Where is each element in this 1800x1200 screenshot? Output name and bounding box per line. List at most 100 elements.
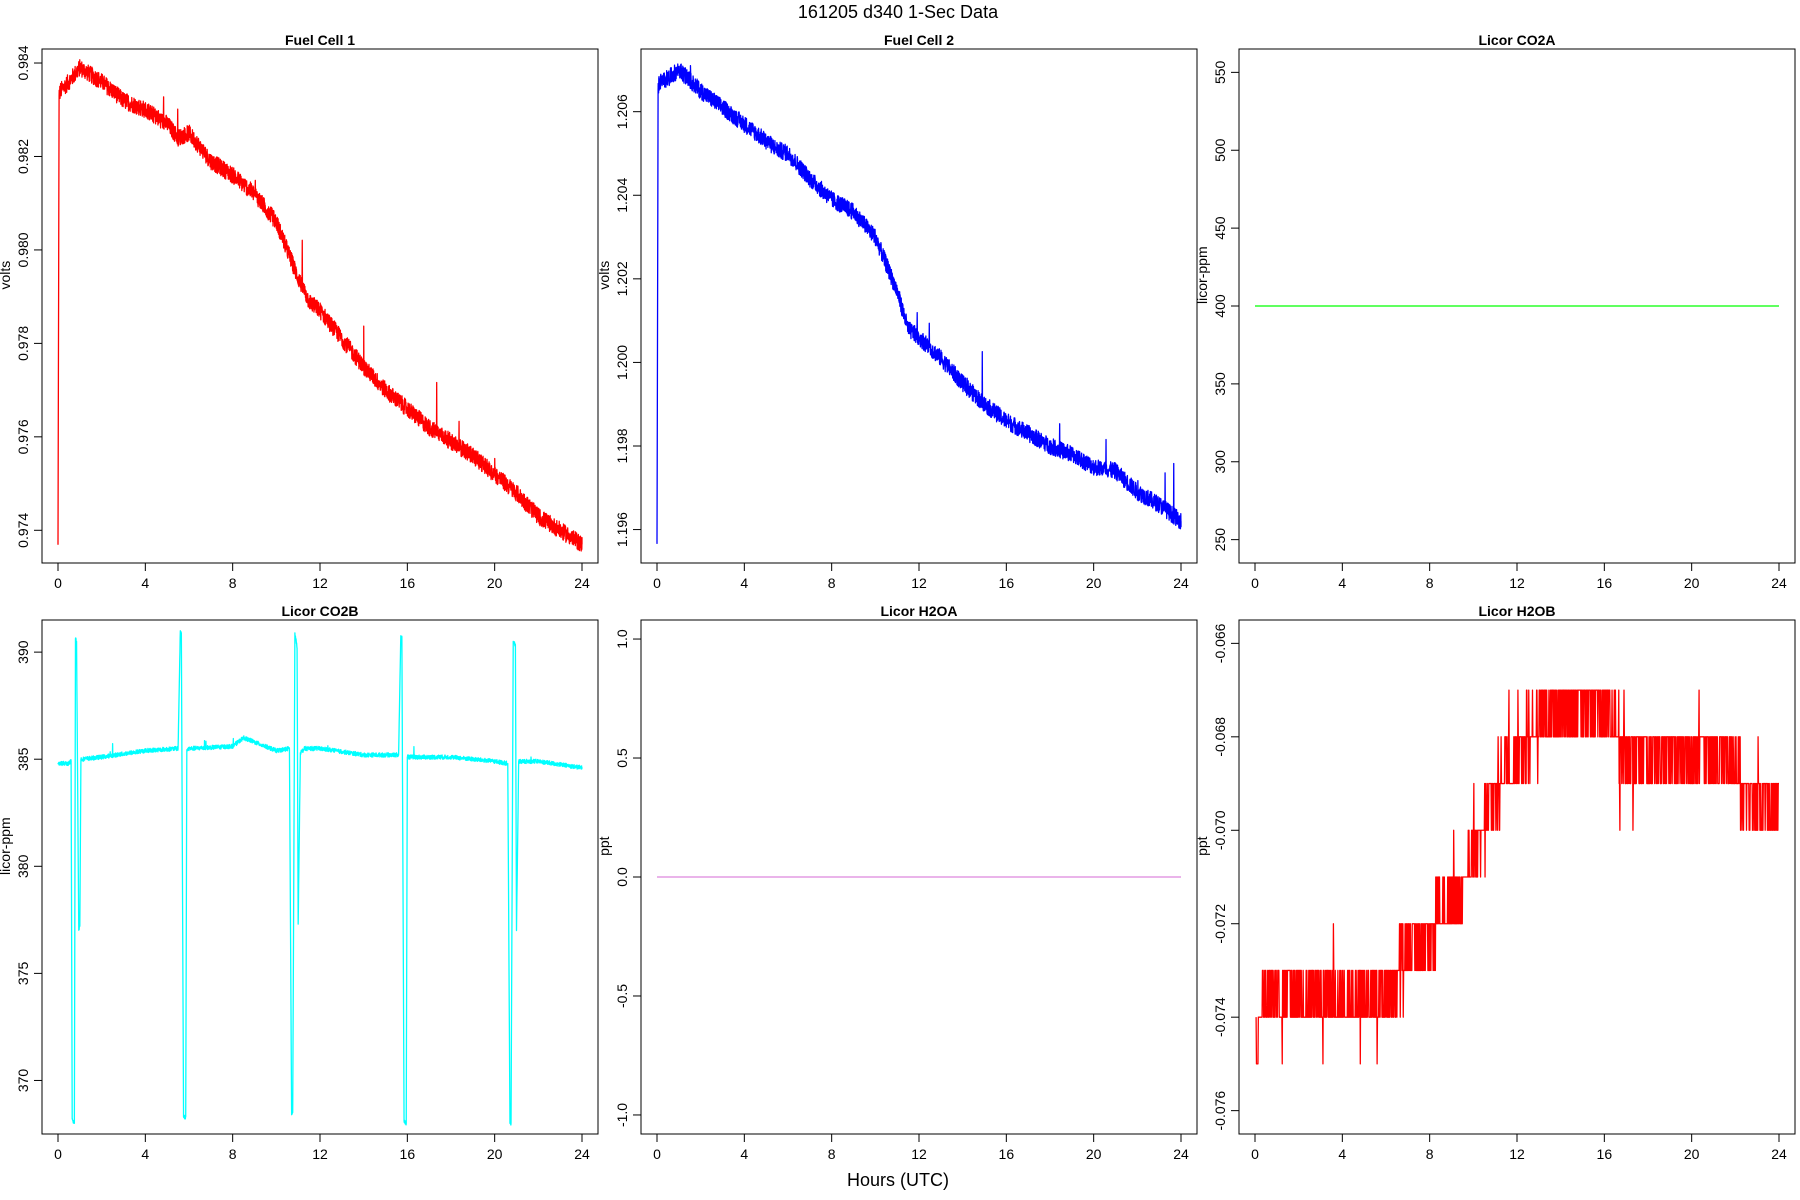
y-tick-label: 250 bbox=[1212, 528, 1228, 552]
x-tick-label: 4 bbox=[141, 575, 149, 591]
panel-title: Fuel Cell 2 bbox=[884, 32, 954, 48]
x-tick-label: 16 bbox=[400, 575, 416, 591]
y-tick-label: 375 bbox=[15, 961, 31, 985]
y-tick-label: 1.200 bbox=[614, 345, 630, 380]
y-tick-label: 450 bbox=[1212, 216, 1228, 240]
x-tick-label: 0 bbox=[1251, 1146, 1259, 1162]
y-tick-label: 0.978 bbox=[15, 326, 31, 361]
x-tick-label: 0 bbox=[653, 575, 661, 591]
x-tick-label: 24 bbox=[574, 575, 590, 591]
y-tick-label: 1.198 bbox=[614, 428, 630, 463]
panel-title: Licor H2OA bbox=[880, 603, 957, 619]
x-tick-label: 24 bbox=[1771, 575, 1787, 591]
y-tick-label: 390 bbox=[15, 640, 31, 664]
y-tick-label: 0.980 bbox=[15, 232, 31, 267]
x-tick-label: 20 bbox=[1684, 1146, 1700, 1162]
y-tick-label: 0.5 bbox=[614, 748, 630, 768]
x-tick-label: 8 bbox=[1426, 575, 1434, 591]
y-axis-label: licor-ppm bbox=[1194, 246, 1210, 304]
series-line bbox=[57, 630, 583, 1126]
y-tick-label: 350 bbox=[1212, 372, 1228, 396]
x-tick-label: 24 bbox=[1173, 1146, 1189, 1162]
x-tick-label: 20 bbox=[1086, 1146, 1102, 1162]
x-tick-label: 4 bbox=[141, 1146, 149, 1162]
y-tick-label: -0.068 bbox=[1212, 717, 1228, 757]
panel-3: Licor CO2A 0 4 8 12 16 20 24 250 300 350 400 450 500 5… bbox=[1194, 32, 1796, 591]
x-tick-label: 16 bbox=[1597, 1146, 1613, 1162]
figure-title: 161205 d340 1-Sec Data bbox=[798, 2, 999, 22]
x-tick-label: 8 bbox=[828, 1146, 836, 1162]
y-tick-label: 0.974 bbox=[15, 513, 31, 548]
y-tick-label: 1.204 bbox=[614, 178, 630, 213]
x-tick-label: 0 bbox=[1251, 575, 1259, 591]
x-tick-label: 12 bbox=[312, 1146, 328, 1162]
panel-2: Fuel Cell 2 0 4 8 12 16 20 24 1.196 1.198 1.200 1.2… bbox=[596, 32, 1198, 591]
x-tick-label: 4 bbox=[1338, 1146, 1346, 1162]
panel-4: Licor CO2B 0 4 8 12 16 20 24 370 375 380 385 390 lico… bbox=[0, 603, 599, 1162]
x-tick-label: 8 bbox=[1426, 1146, 1434, 1162]
y-tick-label: 1.206 bbox=[614, 94, 630, 129]
x-axis-label: Hours (UTC) bbox=[847, 1170, 949, 1190]
y-tick-label: -0.070 bbox=[1212, 810, 1228, 850]
x-tick-label: 4 bbox=[1338, 575, 1346, 591]
y-tick-label: 500 bbox=[1212, 138, 1228, 162]
y-axis-label: ppt bbox=[596, 836, 612, 856]
series-line bbox=[57, 59, 583, 552]
y-tick-label: -0.076 bbox=[1212, 1091, 1228, 1131]
x-tick-label: 4 bbox=[740, 575, 748, 591]
x-tick-label: 12 bbox=[1509, 1146, 1525, 1162]
x-tick-label: 20 bbox=[487, 575, 503, 591]
x-tick-label: 4 bbox=[740, 1146, 748, 1162]
chart-panels: Fuel Cell 1 0 4 8 12 16 20 24 0.974 0.976 0.978 0.9… bbox=[0, 32, 1796, 1162]
series-line bbox=[1255, 689, 1780, 1065]
x-tick-label: 24 bbox=[1173, 575, 1189, 591]
x-tick-label: 8 bbox=[229, 575, 237, 591]
y-tick-label: 380 bbox=[15, 854, 31, 878]
x-tick-label: 0 bbox=[653, 1146, 661, 1162]
y-axis-label: volts bbox=[0, 261, 13, 290]
plot-frame bbox=[41, 619, 599, 1135]
x-tick-label: 16 bbox=[400, 1146, 416, 1162]
panel-title: Licor CO2B bbox=[281, 603, 358, 619]
y-tick-label: 370 bbox=[15, 1069, 31, 1093]
y-tick-label: 0.982 bbox=[15, 139, 31, 174]
x-tick-label: 8 bbox=[229, 1146, 237, 1162]
x-tick-label: 16 bbox=[999, 1146, 1015, 1162]
x-tick-label: 20 bbox=[1086, 575, 1102, 591]
x-tick-label: 12 bbox=[911, 575, 927, 591]
y-tick-label: 0.0 bbox=[614, 867, 630, 887]
y-tick-label: -1.0 bbox=[614, 1103, 630, 1127]
panel-title: Fuel Cell 1 bbox=[285, 32, 355, 48]
y-tick-label: 1.0 bbox=[614, 629, 630, 649]
x-tick-label: 0 bbox=[54, 575, 62, 591]
x-tick-label: 12 bbox=[1509, 575, 1525, 591]
panel-1: Fuel Cell 1 0 4 8 12 16 20 24 0.974 0.976 0.978 0.9… bbox=[0, 32, 599, 591]
panel-title: Licor H2OB bbox=[1478, 603, 1555, 619]
y-tick-label: 385 bbox=[15, 747, 31, 771]
y-axis-label: ppt bbox=[1194, 836, 1210, 856]
x-tick-label: 8 bbox=[828, 575, 836, 591]
plot-frame bbox=[640, 48, 1198, 564]
y-tick-label: -0.074 bbox=[1212, 997, 1228, 1037]
y-tick-label: 1.196 bbox=[614, 512, 630, 547]
x-tick-label: 24 bbox=[574, 1146, 590, 1162]
x-tick-label: 16 bbox=[999, 575, 1015, 591]
y-tick-label: -0.072 bbox=[1212, 904, 1228, 944]
x-tick-label: 12 bbox=[312, 575, 328, 591]
panel-title: Licor CO2A bbox=[1478, 32, 1555, 48]
y-tick-label: -0.066 bbox=[1212, 623, 1228, 663]
y-tick-label: 0.984 bbox=[15, 45, 31, 80]
x-tick-label: 16 bbox=[1597, 575, 1613, 591]
x-tick-label: 12 bbox=[911, 1146, 927, 1162]
y-tick-label: 1.202 bbox=[614, 261, 630, 296]
panel-5: Licor H2OA 0 4 8 12 16 20 24 -1.0 -0.5 0.0 0.5 1.0 pp… bbox=[596, 603, 1198, 1162]
series-line bbox=[656, 63, 1182, 544]
y-axis-label: licor-ppm bbox=[0, 817, 13, 875]
y-tick-label: 550 bbox=[1212, 60, 1228, 84]
y-axis-label: volts bbox=[596, 261, 612, 290]
x-tick-label: 24 bbox=[1771, 1146, 1787, 1162]
x-tick-label: 0 bbox=[54, 1146, 62, 1162]
x-tick-label: 20 bbox=[1684, 575, 1700, 591]
panel-6: Licor H2OB 0 4 8 12 16 20 24 -0.076 -0.074 -0.072 -… bbox=[1194, 603, 1796, 1162]
